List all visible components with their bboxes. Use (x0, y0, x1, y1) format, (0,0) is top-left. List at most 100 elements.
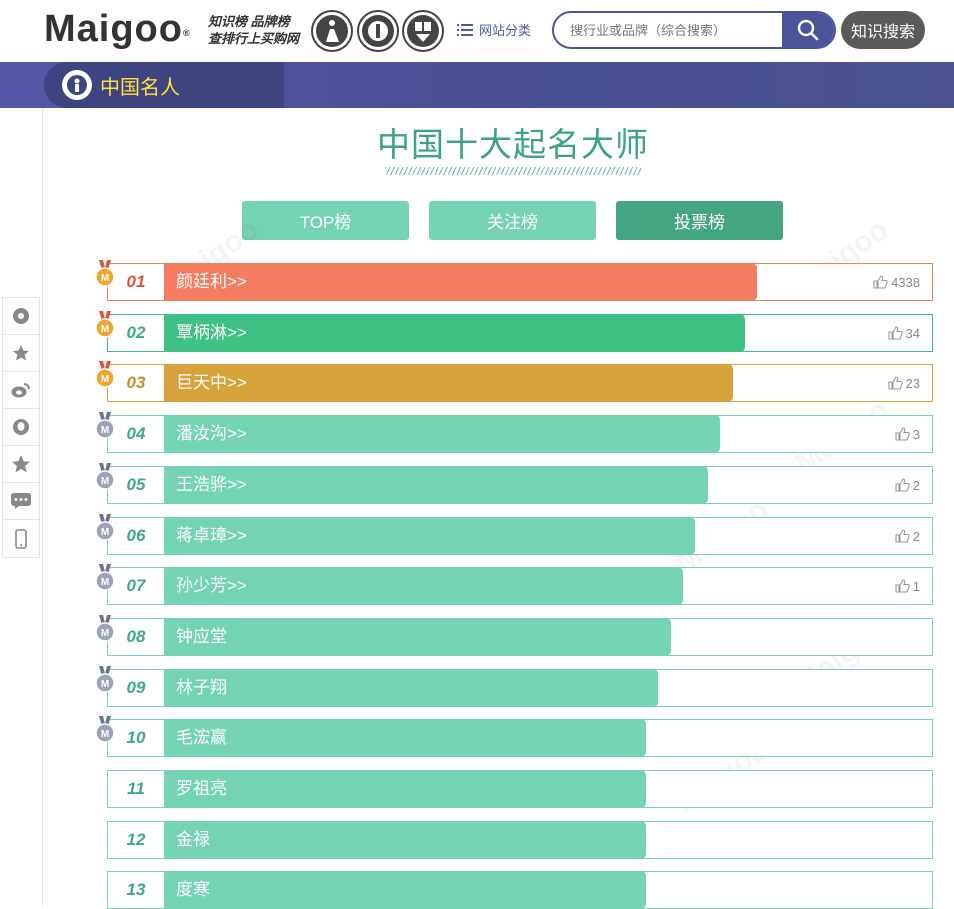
vote-count[interactable]: 2 (895, 467, 920, 503)
thumbs-up-icon (895, 529, 910, 543)
person-name-link[interactable]: 度寒 (176, 880, 210, 899)
vote-bar: 王浩骅>> (164, 466, 708, 504)
weibo-icon (11, 383, 30, 398)
gold-medal-icon: M (94, 311, 116, 339)
vote-bar: 罗祖亮 (164, 770, 646, 808)
logo-registered-mark: ® (182, 28, 191, 38)
person-name-link[interactable]: 蒋卓璋>> (176, 526, 247, 545)
ranking-row[interactable]: 02 覃柄淋>> 34 (107, 314, 933, 352)
ranking-row[interactable]: 03 巨天中>> 23 (107, 364, 933, 402)
person-name-link[interactable]: 孙少芳>> (176, 576, 247, 595)
vote-count[interactable]: 23 (887, 365, 920, 401)
person-name-link[interactable]: 罗祖亮 (176, 779, 227, 798)
wechat-share-button[interactable] (3, 483, 39, 520)
vote-count[interactable]: 1 (895, 568, 920, 604)
vote-count-value: 2 (912, 477, 920, 493)
vote-count[interactable]: 3 (895, 416, 920, 452)
vote-bar: 颜廷利>> (164, 263, 757, 301)
star-share-button[interactable] (3, 446, 39, 483)
silver-medal-icon: M (94, 564, 116, 592)
mobile-button[interactable] (3, 520, 39, 557)
ranking-row[interactable]: 12 金禄 (107, 821, 933, 859)
ranking-row[interactable]: 04 潘汝沟>> 3 (107, 415, 933, 453)
vote-count-value: 3 (912, 426, 920, 442)
ranking-row[interactable]: 05 王浩骅>> 2 (107, 466, 933, 504)
title-decoration (385, 167, 641, 175)
silver-medal-icon: M (94, 666, 116, 694)
knowledge-search-button[interactable]: 知识搜索 (841, 11, 925, 49)
vote-count-value: 4338 (891, 274, 920, 290)
qq-share-button[interactable] (3, 409, 39, 446)
tab-vote[interactable]: 投票榜 (616, 201, 783, 240)
search-button[interactable] (782, 13, 834, 47)
ranking-row[interactable]: 01 颜廷利>> 4338 (107, 263, 933, 301)
person-name-link[interactable]: 覃柄淋>> (176, 323, 247, 342)
qzone-share-button[interactable] (3, 298, 39, 335)
rank-number: 10 (126, 728, 146, 747)
slogan-line-1: 知识榜 品牌榜 (208, 14, 290, 29)
vote-count[interactable]: 34 (887, 315, 920, 351)
rank-number: 09 (126, 678, 146, 697)
person-name-link[interactable]: 王浩骅>> (176, 475, 247, 494)
category-label: 网站分类 (479, 23, 532, 38)
thumbs-up-icon (895, 478, 910, 492)
silver-medal-icon: M (94, 716, 116, 744)
logo-text: Maigoo (44, 8, 183, 50)
weibo-share-button[interactable] (3, 372, 39, 409)
vote-bar: 度寒 (164, 871, 646, 909)
section-tab[interactable]: 中国名人 (44, 62, 284, 108)
vote-count[interactable]: 2 (895, 518, 920, 554)
vote-bar: 孙少芳>> (164, 567, 683, 605)
vote-bar: 金禄 (164, 821, 646, 859)
silver-medal-icon: M (94, 514, 116, 542)
person-name-link[interactable]: 潘汝沟>> (176, 424, 247, 443)
svg-text:M: M (101, 527, 109, 538)
vote-bar: 巨天中>> (164, 364, 733, 402)
ranking-badge-icon[interactable] (402, 10, 444, 52)
gold-medal-icon: M (94, 260, 116, 288)
site-header: Maigoo® 知识榜 品牌榜 查排行上买购网 网站分类 知识搜索 (0, 0, 954, 62)
site-logo[interactable]: Maigoo® (44, 9, 191, 49)
slogan-line-2: 查排行上买购网 (208, 31, 300, 46)
tab-follow[interactable]: 关注榜 (429, 201, 596, 240)
svg-text:M: M (101, 374, 109, 385)
svg-text:M: M (101, 577, 109, 588)
ranking-row[interactable]: 06 蒋卓璋>> 2 (107, 517, 933, 555)
svg-text:M: M (101, 476, 109, 487)
rank-number: 03 (126, 373, 146, 392)
brand-badge-icon[interactable] (357, 10, 399, 52)
person-name-link[interactable]: 颜廷利>> (176, 272, 247, 291)
ranking-row[interactable]: 08 钟应堂 (107, 618, 933, 656)
vote-count[interactable]: 4338 (873, 264, 920, 300)
ranking-row[interactable]: 13 度寒 (107, 871, 933, 909)
section-title: 中国名人 (100, 76, 180, 99)
ranking-row[interactable]: 07 孙少芳>> 1 (107, 567, 933, 605)
person-name-link[interactable]: 毛浤嬴 (176, 728, 227, 747)
person-name-link[interactable]: 巨天中>> (176, 373, 247, 392)
silver-medal-icon: M (94, 412, 116, 440)
favorite-star-icon (13, 345, 29, 361)
celebrity-section-icon (62, 70, 92, 100)
person-name-link[interactable]: 林子翔 (176, 678, 227, 697)
rank-number: 02 (126, 323, 146, 342)
knowledge-badge-icon[interactable] (311, 10, 353, 52)
share-sidebar (2, 297, 40, 558)
person-name-link[interactable]: 金禄 (176, 830, 210, 849)
ranking-row[interactable]: 09 林子翔 (107, 669, 933, 707)
site-category-link[interactable]: 网站分类 (457, 20, 531, 39)
person-name-link[interactable]: 钟应堂 (176, 627, 227, 646)
vote-bar: 毛浤嬴 (164, 719, 646, 757)
rank-number: 12 (126, 830, 146, 849)
site-slogan: 知识榜 品牌榜 查排行上买购网 (208, 13, 299, 47)
vote-bar: 覃柄淋>> (164, 314, 745, 352)
tab-top[interactable]: TOP榜 (242, 201, 409, 240)
favorite-button[interactable] (3, 335, 39, 372)
ranking-row[interactable]: 11 罗祖亮 (107, 770, 933, 808)
ranking-row[interactable]: 10 毛浤嬴 (107, 719, 933, 757)
gold-medal-icon: M (94, 361, 116, 389)
vote-bar: 林子翔 (164, 669, 658, 707)
search-input[interactable] (554, 13, 786, 47)
silver-medal-icon: M (94, 615, 116, 643)
vote-bar: 潘汝沟>> (164, 415, 720, 453)
wechat-icon (11, 493, 31, 509)
